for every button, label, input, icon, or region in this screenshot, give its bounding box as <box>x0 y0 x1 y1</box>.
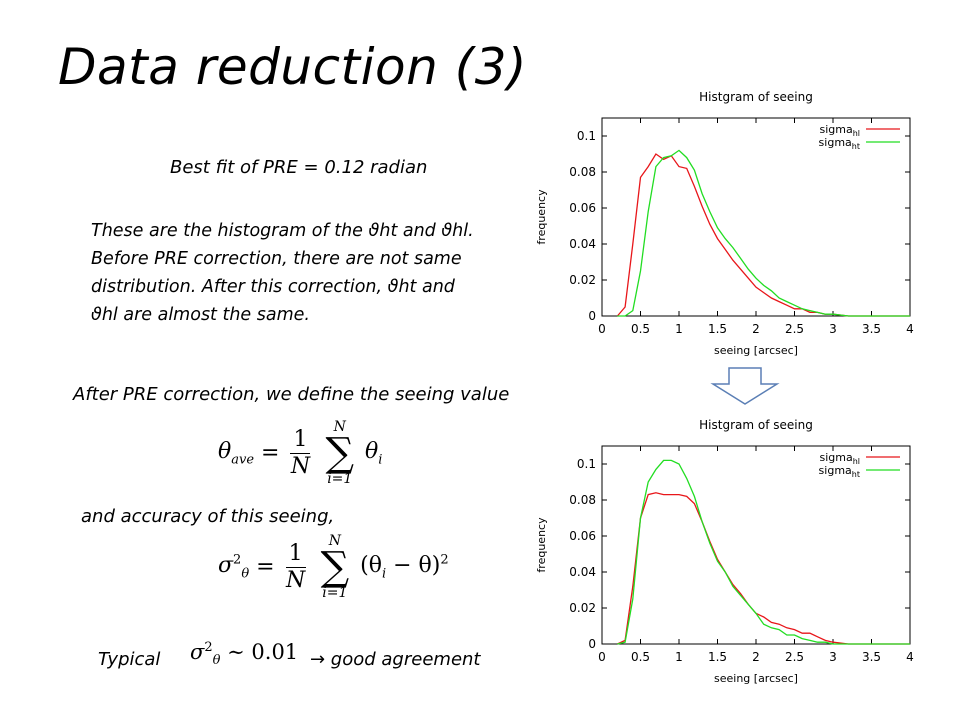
legend-label: sigmahl <box>819 451 860 466</box>
eq3-lhs-sub: θ <box>212 653 221 669</box>
series-line-sigmaht <box>617 149 910 317</box>
x-tick-label: 0 <box>598 322 606 336</box>
x-tick-label: 0.5 <box>631 650 650 664</box>
x-tick-label: 0 <box>598 650 606 664</box>
description-line: distribution. After this correction, ϑht… <box>91 277 455 297</box>
eq2-den: N <box>285 567 306 593</box>
eq2-fraction: 1 N <box>285 541 306 594</box>
eq1-lhs-sub: ave <box>231 452 255 468</box>
x-axis-label: seeing [arcsec] <box>714 344 798 357</box>
x-tick-label: 1 <box>675 322 683 336</box>
chart-title: Histgram of seeing <box>699 90 813 104</box>
eq2-lower: i=1 <box>322 585 348 601</box>
eq2-equals: = <box>256 554 275 580</box>
y-tick-label: 0 <box>588 309 596 323</box>
series-line-sigmaht <box>617 459 910 645</box>
x-axis-label: seeing [arcsec] <box>714 672 798 685</box>
x-tick-label: 3 <box>829 322 837 336</box>
eq2-term-sup: 2 <box>440 552 449 568</box>
description-line: These are the histogram of the ϑht and ϑ… <box>91 221 474 241</box>
x-tick-label: 2.5 <box>785 322 804 336</box>
x-tick-label: 3.5 <box>862 650 881 664</box>
y-tick-label: 0.04 <box>569 237 596 251</box>
description-line: ϑhl are almost the same. <box>91 305 310 325</box>
eq1-lower: i=1 <box>327 471 353 487</box>
eq3-lhs-sup: 2 <box>204 640 213 655</box>
eq1-den: N <box>290 453 311 479</box>
x-tick-label: 4 <box>906 322 914 336</box>
x-tick-label: 0.5 <box>631 322 650 336</box>
eq2-lhs-sup: 2 <box>233 552 242 568</box>
legend-label: sigmaht <box>819 464 860 479</box>
eq3-lhs: σ <box>190 640 205 664</box>
eq2-term-rest: − θ) <box>386 552 441 578</box>
sigma-sum-symbol: ∑ <box>320 544 350 590</box>
y-axis-label: frequency <box>535 517 548 573</box>
eq1-sum: N ∑ i=1 <box>325 420 354 486</box>
x-tick-label: 2.5 <box>785 650 804 664</box>
series-line-sigmahl <box>616 153 910 317</box>
eq2-upper: N <box>328 533 341 549</box>
y-axis-label: frequency <box>535 189 548 245</box>
description-paragraph: These are the histogram of the ϑht and ϑ… <box>91 217 531 329</box>
histogram-before-correction: Histgram of seeing 0 0.5 1 1.5 2 2.5 3 3.5 4 0 0.02… <box>535 90 914 357</box>
y-tick-label: 0.06 <box>569 201 596 215</box>
typical-label: Typical <box>98 649 161 670</box>
eq1-term-sub: i <box>378 452 383 468</box>
accuracy-text: and accuracy of this seeing, <box>81 506 335 527</box>
y-tick-label: 0.04 <box>569 565 596 579</box>
x-tick-label: 1.5 <box>708 322 727 336</box>
chart-title: Histgram of seeing <box>699 418 813 432</box>
eq2-lhs-sub: θ <box>241 566 250 582</box>
eq2-term: (θ <box>360 552 382 578</box>
sigma-sum-symbol: ∑ <box>325 430 355 476</box>
y-tick-label: 0.02 <box>569 601 596 615</box>
eq2-term-sub: i <box>381 566 387 582</box>
y-tick-label: 0.02 <box>569 273 596 287</box>
after-correction-text: After PRE correction, we define the seei… <box>73 384 510 405</box>
x-tick-label: 2 <box>752 650 760 664</box>
eq1-term: θ <box>365 438 379 464</box>
histogram-after-correction: Histgram of seeing 0 0.5 1 1.5 2 2.5 3 3.5 4 0 0.02… <box>535 418 914 685</box>
eq1-fraction: 1 N <box>290 427 311 480</box>
slide-title: Data reduction (3) <box>58 38 528 96</box>
series-line-sigmahl <box>617 492 910 645</box>
variance-equation: σ2θ = 1 N N ∑ i=1 (θi − θ)2 <box>218 534 449 600</box>
legend-label: sigmaht <box>819 136 860 151</box>
x-tick-label: 4 <box>906 650 914 664</box>
mean-seeing-equation: θave = 1 N N ∑ i=1 θi <box>218 420 382 486</box>
description-line: Before PRE correction, there are not sam… <box>91 249 462 269</box>
y-tick-label: 0.1 <box>577 129 596 143</box>
good-agreement-text: → good agreement <box>310 649 481 670</box>
eq2-lhs: σ <box>218 552 234 578</box>
x-tick-label: 1.5 <box>708 650 727 664</box>
y-tick-label: 0.1 <box>577 457 596 471</box>
x-tick-label: 2 <box>752 322 760 336</box>
eq1-lhs: θ <box>218 438 232 464</box>
eq1-upper: N <box>333 419 346 435</box>
best-fit-text: Best fit of PRE = 0.12 radian <box>170 157 428 178</box>
eq2-sum: N ∑ i=1 <box>321 534 350 600</box>
x-tick-label: 3 <box>829 650 837 664</box>
eq1-num: 1 <box>290 427 311 454</box>
x-tick-label: 3.5 <box>862 322 881 336</box>
eq2-num: 1 <box>285 541 306 568</box>
y-tick-label: 0.08 <box>569 493 596 507</box>
x-tick-label: 1 <box>675 650 683 664</box>
legend-label: sigmahl <box>819 123 860 138</box>
down-arrow-icon <box>710 367 780 405</box>
eq3-relation: ∼ 0.01 <box>227 640 299 664</box>
y-tick-label: 0.06 <box>569 529 596 543</box>
typical-value-equation: σ2θ ∼ 0.01 <box>190 640 298 668</box>
y-tick-label: 0.08 <box>569 165 596 179</box>
y-tick-label: 0 <box>588 637 596 651</box>
eq1-equals: = <box>261 440 280 466</box>
